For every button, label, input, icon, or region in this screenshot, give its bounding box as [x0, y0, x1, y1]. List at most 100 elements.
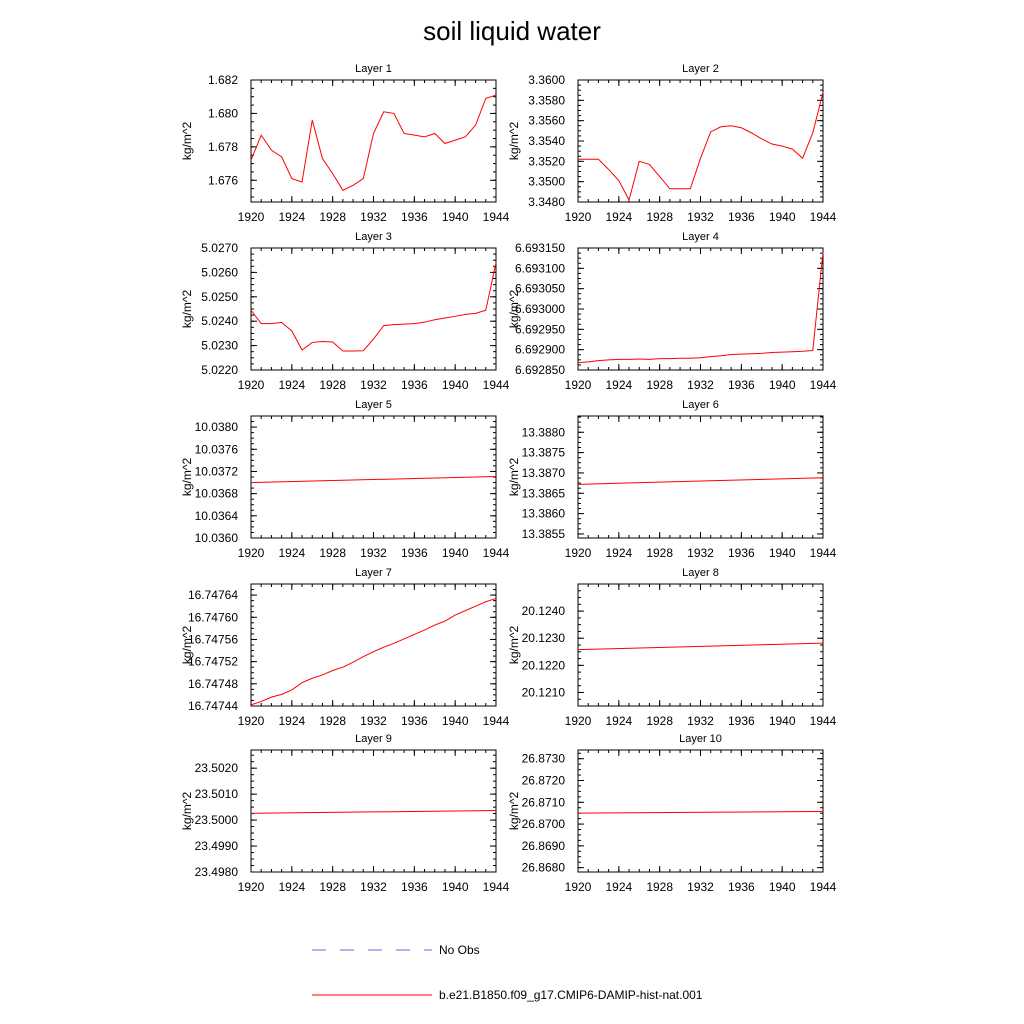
chart-panel: Layer 8 kg/m^2 1920 1924 1928 1932 1936 1940 194… — [507, 567, 837, 728]
x-tick-label: 1928 — [319, 714, 346, 728]
panel-title: Layer 2 — [682, 63, 719, 75]
x-tick-label: 1928 — [319, 546, 346, 560]
y-tick-label: 5.0230 — [201, 339, 238, 353]
y-tick-label: 5.0220 — [201, 363, 238, 377]
x-tick-label: 1936 — [401, 378, 428, 392]
y-tick-label: 23.5000 — [195, 813, 239, 827]
y-tick-label: 3.3580 — [528, 93, 565, 107]
x-tick-label: 1936 — [728, 378, 755, 392]
series-line — [577, 477, 824, 485]
y-tick-label: 20.1240 — [522, 604, 566, 618]
x-tick-label: 1944 — [810, 210, 837, 224]
y-axis-label: kg/m^2 — [507, 290, 521, 329]
panel-title: Layer 10 — [679, 733, 722, 745]
x-tick-label: 1944 — [483, 714, 510, 728]
x-tick-label: 1928 — [646, 880, 673, 894]
y-tick-label: 10.0368 — [195, 487, 239, 501]
y-tick-label: 10.0380 — [195, 420, 239, 434]
x-tick-label: 1932 — [687, 210, 714, 224]
x-tick-label: 1944 — [810, 714, 837, 728]
series-line — [250, 475, 497, 484]
y-tick-label: 26.8690 — [522, 839, 566, 853]
y-tick-label: 16.74748 — [188, 677, 238, 691]
y-tick-label: 1.676 — [208, 173, 238, 187]
x-tick-label: 1936 — [401, 546, 428, 560]
chart-panel: Layer 3 kg/m^2 1920 1924 1928 1932 1936 1940 194… — [180, 231, 510, 392]
y-tick-label: 5.0260 — [201, 265, 238, 279]
y-tick-label: 5.0250 — [201, 290, 238, 304]
chart-panel: Layer 4 kg/m^2 1920 1924 1928 1932 1936 1940 194… — [507, 231, 837, 392]
y-tick-label: 23.5020 — [195, 761, 239, 775]
y-tick-label: 5.0270 — [201, 241, 238, 255]
series-line — [250, 597, 497, 706]
x-tick-label: 1944 — [483, 378, 510, 392]
y-axis-label: kg/m^2 — [180, 290, 194, 329]
panel-title: Layer 4 — [682, 231, 719, 243]
y-tick-label: 20.1230 — [522, 631, 566, 645]
panel-title: Layer 8 — [682, 567, 719, 579]
x-tick-label: 1936 — [728, 714, 755, 728]
x-tick-label: 1920 — [565, 880, 592, 894]
y-tick-label: 3.3480 — [528, 195, 565, 209]
y-tick-label: 16.74764 — [188, 588, 238, 602]
x-tick-label: 1940 — [769, 378, 796, 392]
series-line — [578, 92, 824, 202]
x-tick-label: 1944 — [483, 546, 510, 560]
chart-panel: Layer 6 kg/m^2 1920 1924 1928 1932 1936 1940 194… — [507, 399, 837, 560]
y-axis-label: kg/m^2 — [507, 122, 521, 161]
x-tick-label: 1920 — [238, 546, 265, 560]
y-tick-label: 3.3500 — [528, 175, 565, 189]
chart-panel: Layer 9 kg/m^2 1920 1924 1928 1932 1936 1940 194… — [180, 733, 510, 894]
y-tick-label: 1.680 — [208, 106, 238, 120]
y-tick-label: 13.3870 — [522, 466, 566, 480]
y-tick-label: 10.0376 — [195, 442, 239, 456]
y-tick-label: 23.4990 — [195, 839, 239, 853]
x-tick-label: 1924 — [605, 378, 632, 392]
x-tick-label: 1932 — [360, 714, 387, 728]
x-tick-label: 1936 — [728, 546, 755, 560]
y-axis-label: kg/m^2 — [507, 458, 521, 497]
x-tick-label: 1940 — [769, 880, 796, 894]
x-tick-label: 1936 — [401, 880, 428, 894]
x-tick-label: 1932 — [687, 546, 714, 560]
x-tick-label: 1932 — [687, 714, 714, 728]
y-tick-label: 6.692950 — [515, 322, 565, 336]
y-tick-label: 26.8720 — [522, 774, 566, 788]
x-tick-label: 1940 — [442, 210, 469, 224]
x-tick-label: 1932 — [687, 378, 714, 392]
x-tick-label: 1920 — [238, 880, 265, 894]
y-axis-label: kg/m^2 — [180, 122, 194, 161]
y-tick-label: 6.693050 — [515, 282, 565, 296]
y-tick-label: 6.692900 — [515, 343, 565, 357]
figure-title: soil liquid water — [423, 16, 601, 46]
y-tick-label: 3.3520 — [528, 154, 565, 168]
y-axis-label: kg/m^2 — [180, 626, 194, 665]
legend: No Obs b.e21.B1850.f09_g17.CMIP6-DAMIP-h… — [312, 943, 703, 1002]
x-tick-label: 1920 — [238, 210, 265, 224]
x-tick-label: 1944 — [810, 378, 837, 392]
y-tick-label: 6.693150 — [515, 241, 565, 255]
series-line — [577, 252, 824, 364]
y-tick-label: 13.3855 — [522, 527, 566, 541]
chart-panel: Layer 1 kg/m^2 1920 1924 1928 1932 1936 1940 194… — [180, 63, 510, 224]
y-tick-label: 5.0240 — [201, 314, 238, 328]
x-tick-label: 1920 — [565, 546, 592, 560]
series-line — [250, 94, 497, 191]
x-tick-label: 1932 — [360, 880, 387, 894]
x-tick-label: 1936 — [728, 210, 755, 224]
legend-label-model: b.e21.B1850.f09_g17.CMIP6-DAMIP-hist-nat… — [439, 988, 703, 1002]
x-tick-label: 1924 — [278, 210, 305, 224]
series-line — [250, 809, 497, 814]
panel-title: Layer 3 — [355, 231, 392, 243]
y-axis-label: kg/m^2 — [180, 792, 194, 831]
x-tick-label: 1940 — [442, 714, 469, 728]
x-tick-label: 1940 — [442, 546, 469, 560]
y-tick-label: 20.1220 — [522, 658, 566, 672]
x-tick-label: 1936 — [728, 880, 755, 894]
y-tick-label: 1.678 — [208, 140, 238, 154]
legend-label-no-obs: No Obs — [439, 943, 480, 957]
y-tick-label: 6.692850 — [515, 363, 565, 377]
y-axis-label: kg/m^2 — [507, 626, 521, 665]
y-tick-label: 13.3875 — [522, 446, 566, 460]
